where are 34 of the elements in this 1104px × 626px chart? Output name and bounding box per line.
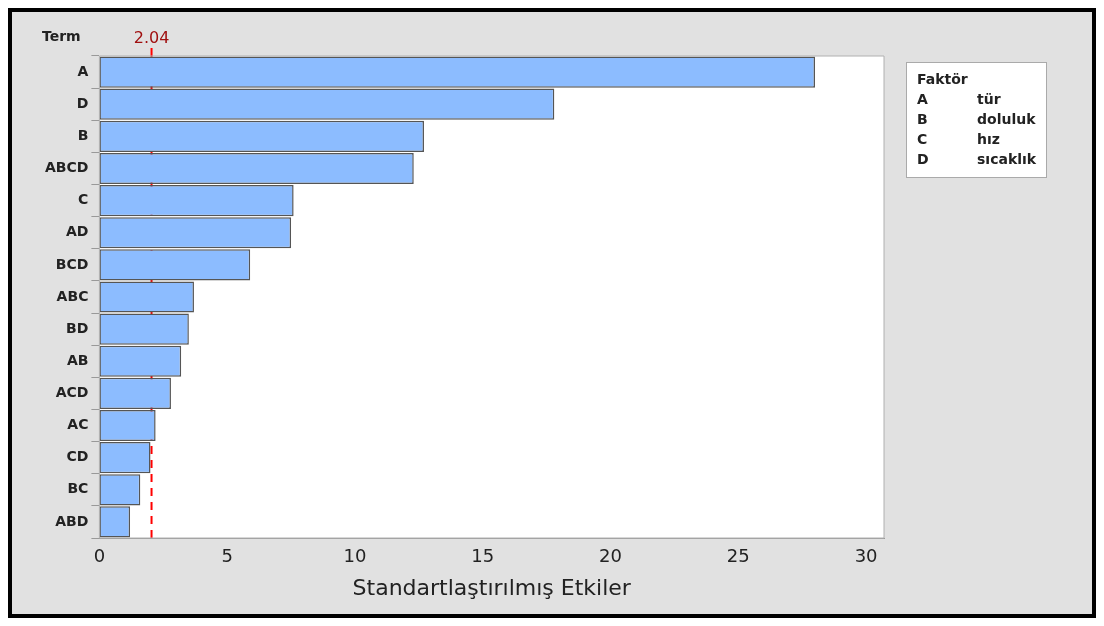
y-tick-label: ABC [56, 287, 89, 304]
y-tick-label: BCD [55, 255, 89, 272]
y-tick-label: ABD [55, 512, 89, 529]
text: hız [977, 130, 1000, 149]
x-tick-label: 30 [854, 545, 878, 567]
x-tick-label: 10 [343, 545, 367, 567]
y-tick-label: AD [65, 223, 89, 240]
y-tick-label: ABCD [45, 159, 89, 176]
x-tick-label: 25 [726, 545, 750, 567]
x-tick-label: 0 [93, 545, 106, 567]
y-axis-title: Term [42, 27, 81, 44]
y-tick-label: BC [67, 480, 89, 497]
y-tick-label: AC [67, 416, 89, 433]
y-tick-label: AB [66, 351, 89, 368]
text: A [917, 90, 929, 109]
y-tick-label: A [77, 62, 89, 79]
y-tick-label: ACD [55, 384, 89, 401]
y-tick-label: CD [66, 448, 89, 465]
x-axis-title: Standartlaştırılmış Etkiler [352, 574, 632, 600]
x-tick-label: 15 [471, 545, 495, 567]
x-tick-label: 20 [599, 545, 622, 567]
y-tick-label: B [77, 126, 89, 143]
y-tick-label: BD [66, 319, 89, 336]
y-tick-label: D [76, 94, 89, 111]
ref-line-label: 2.04 [133, 28, 170, 48]
x-tick-label: 5 [221, 545, 233, 567]
text: tür [977, 90, 1001, 109]
text: D [917, 150, 930, 169]
legend-title: Faktör [917, 71, 969, 87]
text: B [917, 110, 929, 129]
text: C [917, 130, 929, 149]
y-tick-label: C [78, 191, 89, 208]
text: doluluk [977, 110, 1036, 129]
text: sıcaklık [977, 150, 1037, 169]
